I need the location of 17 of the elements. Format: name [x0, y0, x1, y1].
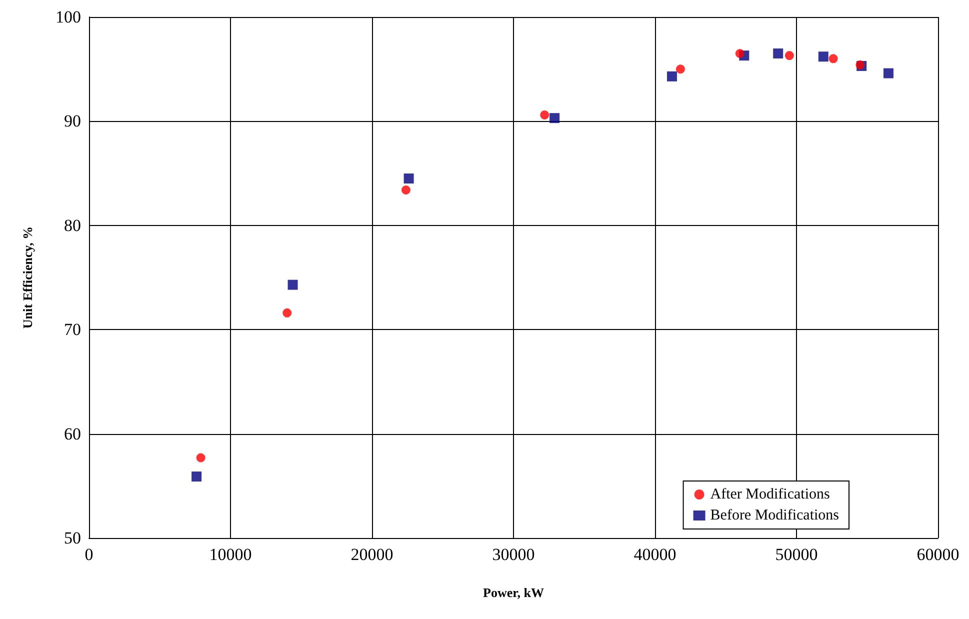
x-axis-title: Power, kW: [483, 585, 544, 600]
y-tick-label: 80: [64, 216, 81, 235]
x-tick-label: 30000: [492, 545, 535, 564]
legend-label: Before Modifications: [710, 508, 840, 524]
y-tick-label: 50: [64, 528, 81, 548]
y-tick-label: 70: [64, 320, 81, 340]
x-tick-label: 0: [84, 545, 94, 564]
y-tick-label: 90: [64, 112, 81, 131]
x-tick-label: 40000: [634, 545, 676, 564]
x-tick-label: 50000: [775, 545, 818, 564]
x-tick-label: 20000: [350, 545, 394, 564]
y-axis-title: Unit Efficiency, %: [20, 226, 35, 329]
x-tick-label: 60000: [916, 545, 960, 564]
y-tick-label: 100: [56, 8, 81, 26]
legend-label: After Modifications: [710, 486, 830, 502]
x-tick-label: 10000: [209, 545, 252, 564]
y-tick-label: 60: [64, 424, 81, 444]
